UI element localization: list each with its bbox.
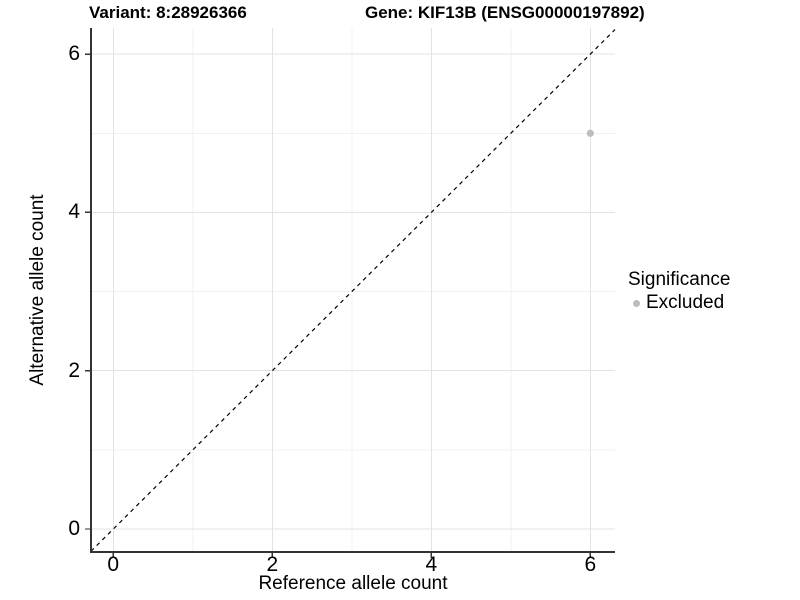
x-axis-title: Reference allele count xyxy=(258,573,448,594)
y-tick-label-2: 2 xyxy=(68,358,80,382)
x-tick-label-6: 6 xyxy=(584,553,597,576)
y-tick-label-4: 4 xyxy=(68,200,80,224)
plot-title-variant: Variant: 8:28926366 xyxy=(89,3,247,22)
legend-item-label: Excluded xyxy=(646,292,725,313)
plot-title-gene: Gene: KIF13B (ENSG00000197892) xyxy=(365,3,645,22)
y-tick-label-0: 0 xyxy=(68,517,80,541)
legend-title: Significance xyxy=(628,269,731,290)
x-tick-label-4: 4 xyxy=(425,553,438,576)
legend-point-icon xyxy=(633,299,640,307)
legend: Significance Excluded xyxy=(628,268,730,313)
x-tick-label-2: 2 xyxy=(266,553,279,576)
y-axis-title: Alternative allele count xyxy=(27,194,48,386)
legend-item-excluded: Excluded xyxy=(628,293,730,313)
data-point-excluded xyxy=(586,129,594,137)
x-tick-label-0: 0 xyxy=(107,553,120,576)
identity-reference-line xyxy=(90,29,616,552)
y-tick-label-6: 6 xyxy=(68,42,80,66)
